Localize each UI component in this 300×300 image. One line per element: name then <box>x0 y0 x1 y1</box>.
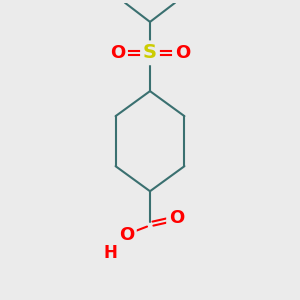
Text: O: O <box>110 44 125 62</box>
Text: O: O <box>175 44 190 62</box>
Text: O: O <box>169 209 184 227</box>
Text: S: S <box>143 43 157 62</box>
Text: H: H <box>103 244 117 262</box>
Text: O: O <box>119 226 134 244</box>
